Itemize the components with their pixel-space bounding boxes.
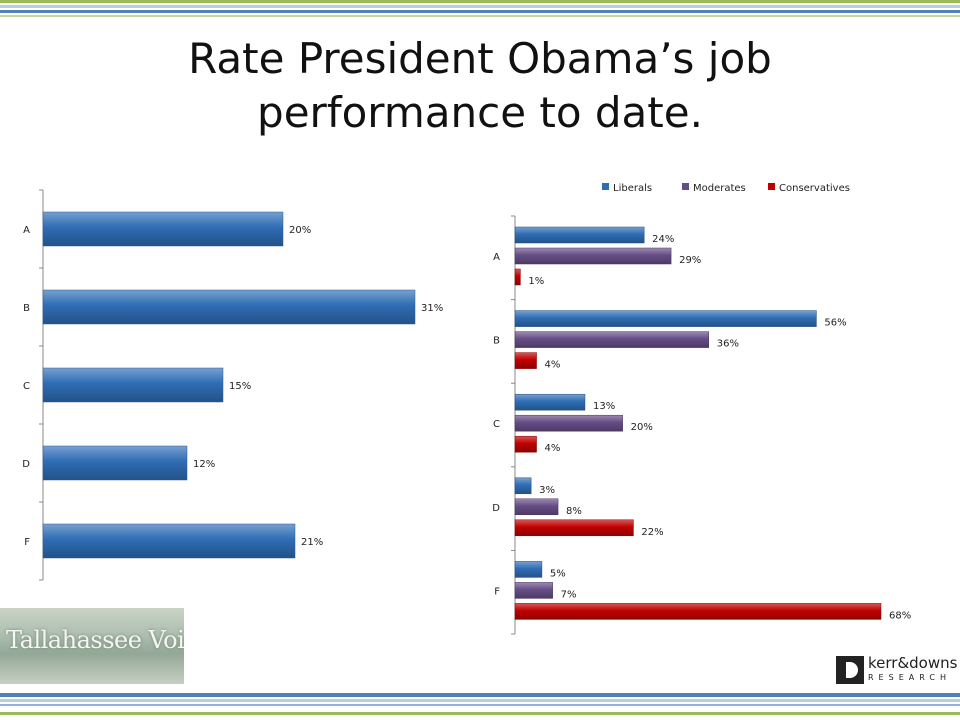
kerr-downs-logo: kerr&downs RESEARCH — [836, 654, 960, 688]
category-label-d: D — [492, 503, 500, 514]
value-label-moderates-b: 36% — [717, 339, 739, 350]
bar-liberals-b — [514, 310, 817, 327]
bar-moderates-d — [514, 498, 559, 516]
category-label-f: F — [24, 537, 30, 548]
category-label-f: F — [494, 586, 500, 597]
value-label-a: 20% — [289, 225, 311, 236]
value-label-moderates-f: 7% — [561, 589, 577, 600]
bar-liberals-a — [514, 226, 645, 244]
value-label-liberals-a: 24% — [652, 234, 674, 245]
bar-conservatives-d — [514, 519, 634, 537]
slide-title-line-1: Rate President Obama’s job — [188, 34, 772, 83]
bar-moderates-b — [514, 331, 710, 348]
bar-conservatives-b — [514, 352, 537, 369]
top-stripe-green — [0, 0, 960, 3]
legend-label-moderates: Moderates — [693, 183, 746, 194]
bar-conservatives-f — [514, 603, 882, 620]
bar-liberals-f — [514, 561, 543, 578]
value-label-liberals-c: 13% — [593, 401, 615, 412]
bar-moderates-f — [514, 582, 553, 599]
bar-conservatives-c — [514, 435, 537, 453]
value-label-b: 31% — [421, 303, 443, 314]
legend-swatch-liberals — [602, 183, 609, 190]
value-label-c: 15% — [229, 381, 251, 392]
legend-label-liberals: Liberals — [613, 183, 652, 194]
bar-moderates-a — [514, 247, 672, 265]
category-label-a: A — [493, 252, 500, 263]
bottom-stripe-blue — [0, 693, 960, 697]
bar-a — [42, 211, 284, 247]
category-label-d: D — [22, 459, 30, 470]
value-label-conservatives-c: 4% — [545, 443, 561, 454]
value-label-liberals-d: 3% — [539, 485, 555, 496]
value-label-liberals-b: 56% — [824, 318, 846, 329]
value-label-conservatives-f: 68% — [889, 610, 911, 621]
value-label-conservatives-b: 4% — [545, 360, 561, 371]
value-label-liberals-f: 5% — [550, 568, 566, 579]
category-label-c: C — [493, 419, 500, 430]
value-label-f: 21% — [301, 537, 323, 548]
bottom-stripe-green — [0, 712, 960, 715]
bar-c — [42, 367, 224, 403]
tallahassee-voices-logo-text: Tallahassee Voices — [6, 626, 184, 654]
bottom-stripe-blue-2 — [0, 704, 960, 706]
tallahassee-voices-logo: Tallahassee Voices — [0, 608, 184, 684]
category-label-b: B — [493, 336, 500, 347]
bar-b — [42, 289, 416, 325]
kerr-downs-sub: RESEARCH — [868, 673, 951, 682]
value-label-conservatives-a: 1% — [528, 276, 544, 287]
category-label-a: A — [23, 225, 30, 236]
value-label-d: 12% — [193, 459, 215, 470]
bar-conservatives-a — [514, 268, 521, 286]
bar-liberals-d — [514, 477, 532, 495]
value-label-moderates-d: 8% — [566, 506, 582, 517]
value-label-moderates-c: 20% — [631, 422, 653, 433]
bottom-stripe-light — [0, 699, 960, 702]
top-stripe-green-2 — [0, 15, 960, 17]
legend-swatch-conservatives — [768, 183, 775, 190]
bar-liberals-c — [514, 393, 586, 411]
slide-title: Rate President Obama’s job performance t… — [0, 32, 960, 140]
top-stripe-light — [0, 5, 960, 8]
bar-d — [42, 445, 188, 481]
slide-title-line-2: performance to date. — [257, 88, 703, 137]
legend-swatch-moderates — [682, 183, 689, 190]
value-label-moderates-a: 29% — [679, 255, 701, 266]
bar-moderates-c — [514, 414, 623, 432]
top-stripe-blue — [0, 10, 960, 13]
value-label-conservatives-d: 22% — [641, 527, 663, 538]
legend-label-conservatives: Conservatives — [779, 183, 850, 194]
kerr-downs-name: kerr&downs — [868, 654, 958, 672]
overall-grade-chart: A 20% B 31% C 15% D 12% F 21% — [22, 189, 443, 581]
kerr-downs-mark-icon — [836, 656, 864, 684]
category-label-c: C — [23, 381, 30, 392]
ideology-grade-chart: Liberals Moderates Conservatives A 24% 29% 1% B… — [492, 183, 911, 635]
bar-f — [42, 523, 296, 559]
category-label-b: B — [23, 303, 30, 314]
